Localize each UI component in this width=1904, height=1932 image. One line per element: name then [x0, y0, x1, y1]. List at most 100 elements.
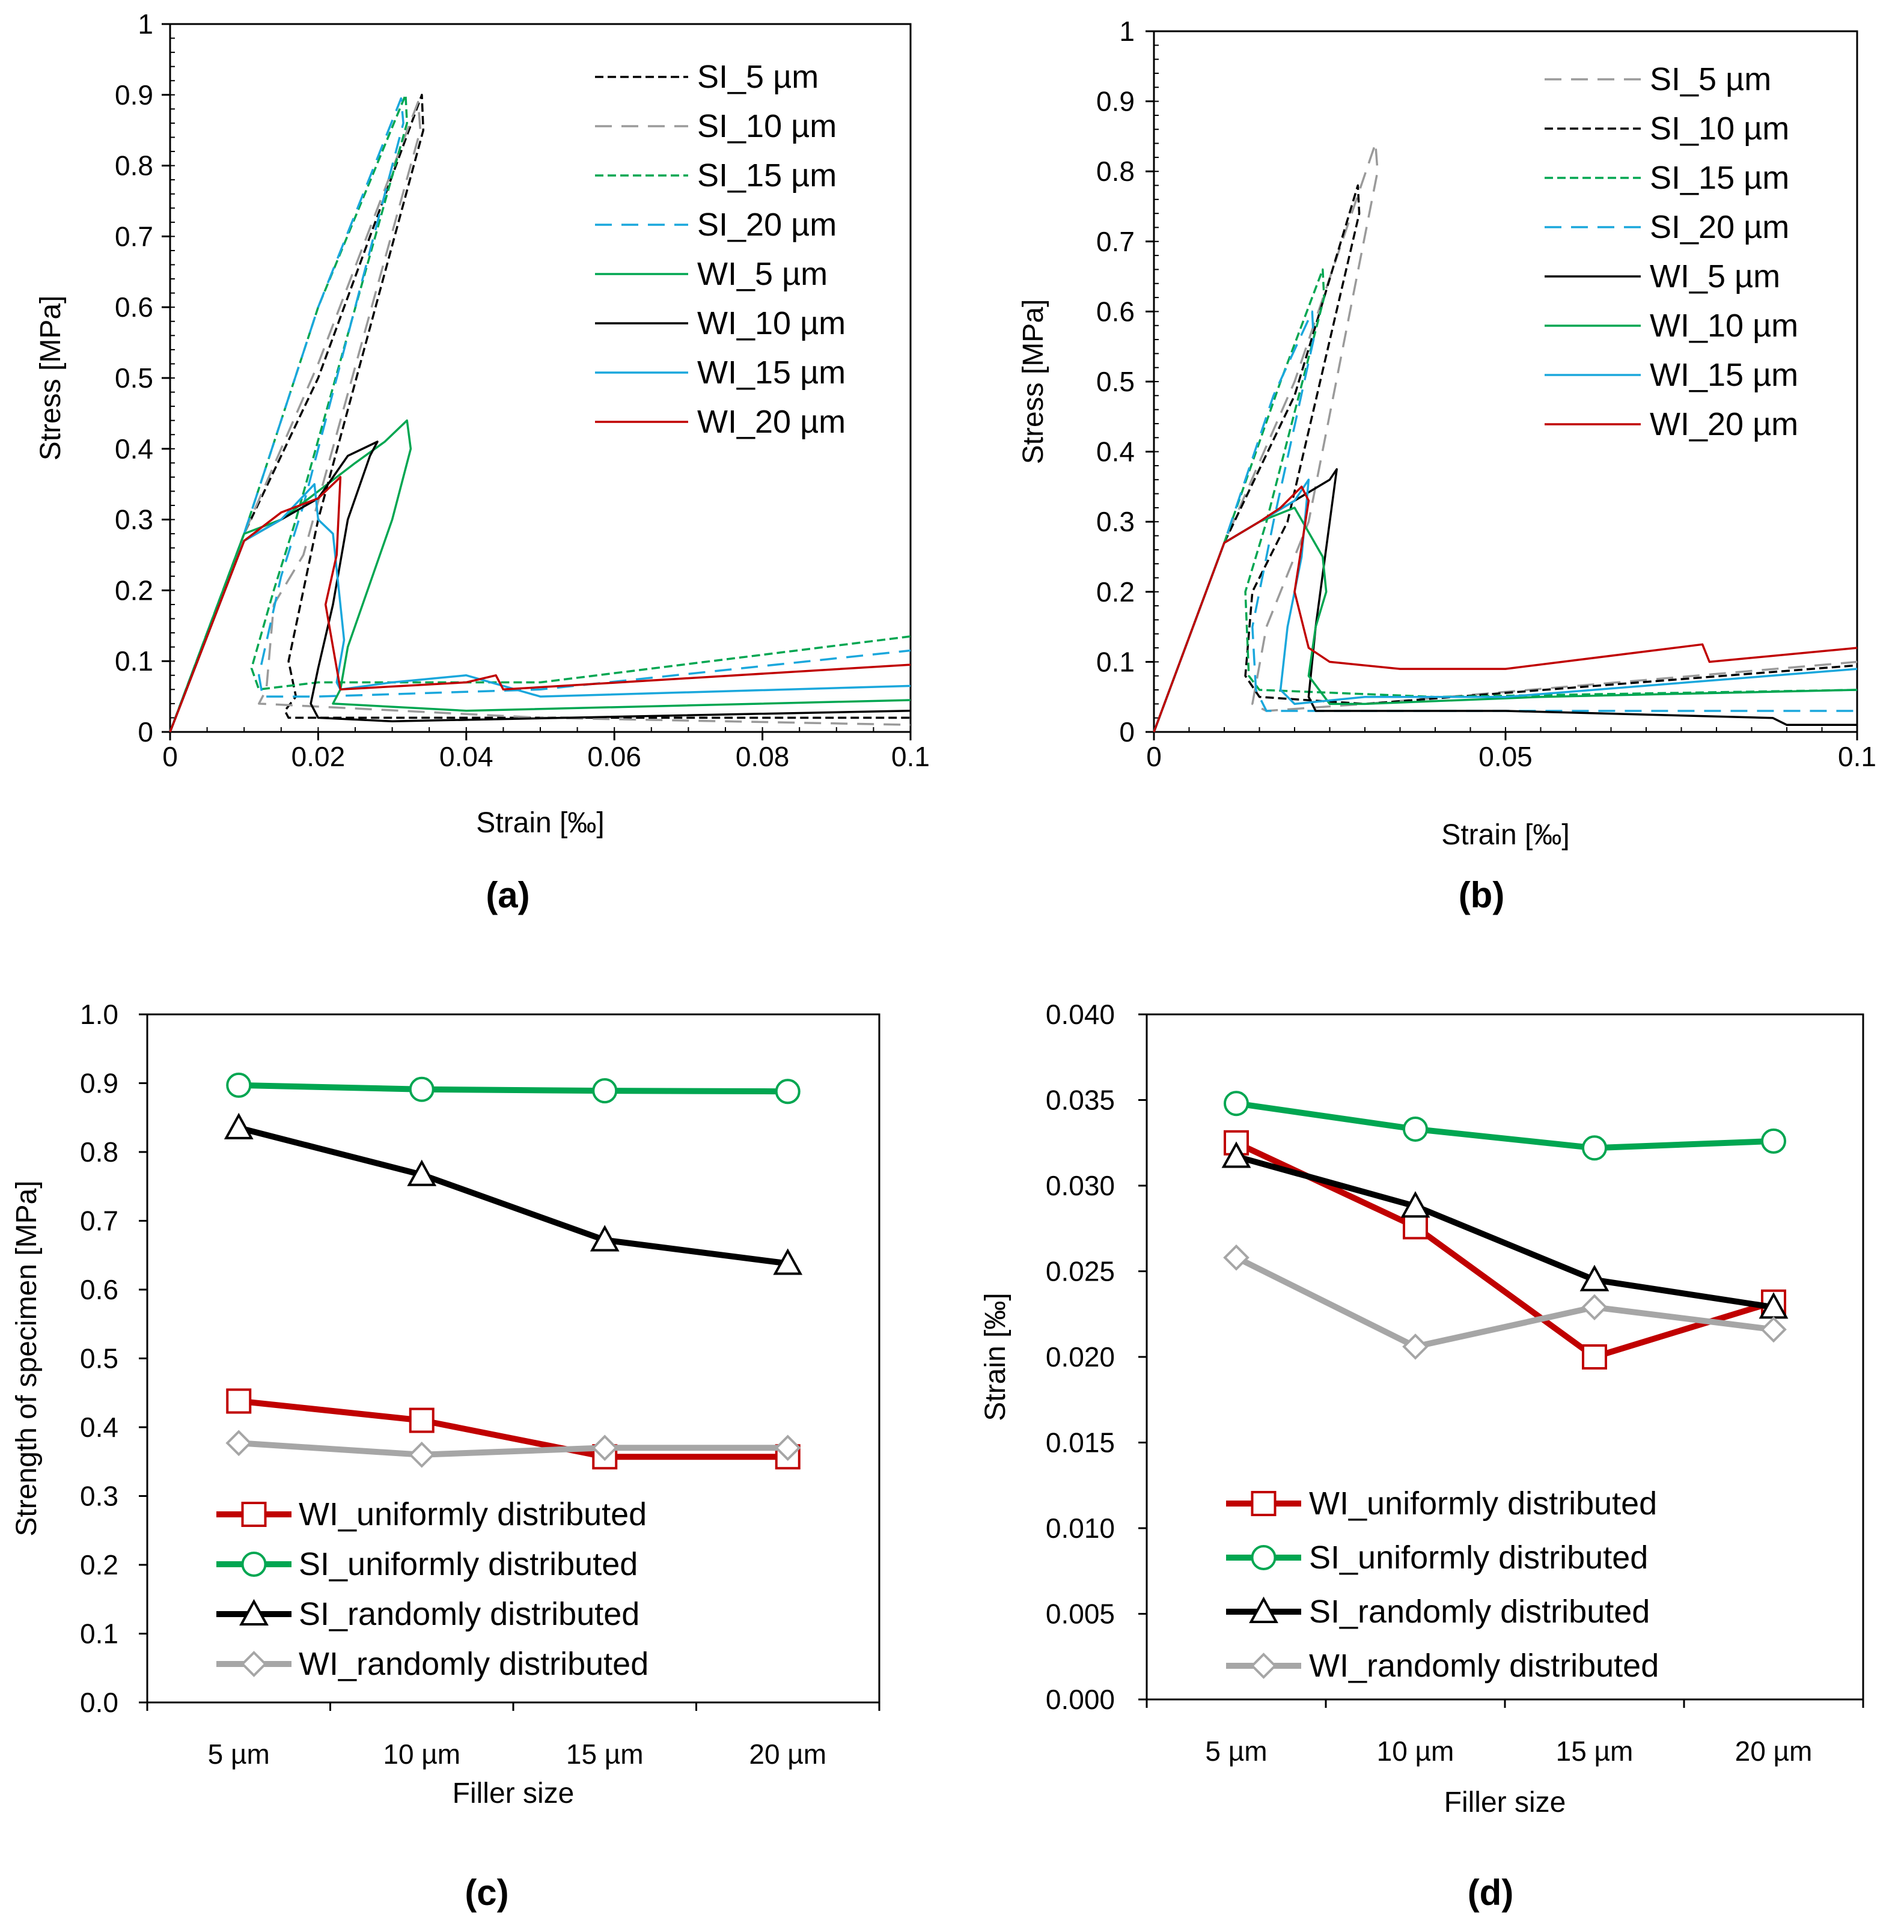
- series-line: [1153, 268, 1858, 733]
- chart-panel-1: 0 0.1 0.2 0.3 0.4 0.5 0.6 0.7 0.8 0.9 1 0 0.02 0.04 0.…: [35, 8, 930, 915]
- legend-label: SI_uniformly distributed: [299, 1546, 638, 1582]
- legend-label: SI_15 µm: [1650, 160, 1789, 196]
- legend-label: SI_uniformly distributed: [1309, 1540, 1648, 1576]
- legend-label: SI_5 µm: [697, 59, 819, 95]
- y-tick-label: 0.6: [1096, 296, 1135, 327]
- y-axis-label: Strain [‰]: [980, 1293, 1012, 1421]
- y-tick-label: 0.9: [1096, 86, 1135, 117]
- y-tick-label: 0.9: [80, 1068, 118, 1099]
- data-point-marker: [409, 1407, 435, 1433]
- x-category-label: 15 µm: [1556, 1735, 1634, 1767]
- y-tick-label: 0.000: [1046, 1684, 1115, 1715]
- series-line: [1235, 1153, 1774, 1311]
- data-point-marker: [1582, 1344, 1607, 1370]
- y-tick-label: 0.8: [115, 150, 153, 181]
- y-tick-label: 0.3: [80, 1481, 118, 1512]
- x-category-label: 20 µm: [1735, 1735, 1813, 1767]
- legend-label: SI_20 µm: [1650, 209, 1789, 245]
- data-point-marker: [409, 1076, 435, 1102]
- data-point-marker: [1761, 1128, 1786, 1154]
- y-tick-label: 0.4: [1096, 436, 1135, 468]
- x-axis-label: Strain [‰]: [1441, 819, 1569, 851]
- x-tick-label: 0: [1146, 741, 1162, 772]
- data-point-marker: [226, 1072, 252, 1098]
- series-line: [1153, 486, 1858, 733]
- series-line: [169, 476, 911, 733]
- y-tick-label: 0.6: [80, 1274, 118, 1305]
- chart-panel-2: 0 0.1 0.2 0.3 0.4 0.5 0.6 0.7 0.8 0.9 1 0 0.05 0.1 Str…: [1018, 16, 1876, 915]
- legend-label: WI_15 µm: [1650, 357, 1798, 393]
- y-tick-label: 0.8: [1096, 156, 1135, 187]
- data-point-marker: [224, 1112, 254, 1139]
- x-tick-label: 0: [162, 741, 178, 772]
- legend-label: WI_20 µm: [697, 404, 846, 440]
- y-tick-label: 0.025: [1046, 1256, 1115, 1287]
- series-line: [1153, 184, 1858, 733]
- x-tick-label: 0.08: [736, 741, 790, 772]
- legend-label: SI_5 µm: [1650, 61, 1771, 97]
- legend-marker: [239, 1598, 269, 1626]
- legend-label: WI_uniformly distributed: [299, 1496, 647, 1532]
- y-tick-label: 0.035: [1046, 1085, 1115, 1116]
- data-point-marker: [1224, 1130, 1249, 1156]
- x-category-label: 20 µm: [749, 1738, 826, 1770]
- series-line: [169, 440, 911, 733]
- y-tick-label: 0.005: [1046, 1598, 1115, 1630]
- y-tick-label: 0.6: [115, 291, 153, 323]
- x-tick-label: 0.04: [439, 741, 493, 772]
- data-point-marker: [1582, 1135, 1607, 1161]
- y-tick-label: 0.3: [115, 504, 153, 535]
- data-point-marker: [1579, 1264, 1610, 1291]
- series-line: [1234, 1140, 1775, 1360]
- y-tick-label: 0.9: [115, 79, 153, 111]
- y-tick-label: 0.2: [115, 574, 153, 606]
- x-tick-label: 0.05: [1478, 741, 1533, 772]
- y-tick-label: 0.1: [1096, 646, 1135, 677]
- data-point-marker: [773, 1248, 803, 1275]
- series-line: [239, 1082, 788, 1095]
- y-tick-label: 0.030: [1046, 1170, 1115, 1201]
- data-point-marker: [226, 1388, 252, 1414]
- data-point-marker: [591, 1434, 618, 1461]
- legend-label: SI_20 µm: [697, 207, 837, 243]
- y-axis-label: Strength of specimen [MPa]: [11, 1180, 43, 1536]
- legend-label: WI_10 µm: [1650, 308, 1798, 344]
- x-tick-label: 0.1: [1838, 741, 1876, 772]
- x-category-label: 15 µm: [566, 1738, 644, 1770]
- series-line: [238, 1125, 789, 1267]
- legend-label: WI_uniformly distributed: [1309, 1486, 1657, 1522]
- y-axis-label: Stress [MPa]: [1018, 299, 1049, 465]
- data-point-marker: [1760, 1316, 1787, 1343]
- x-axis-label: Strain [‰]: [476, 807, 604, 839]
- legend-label: WI_15 µm: [697, 355, 846, 391]
- y-tick-label: 0.1: [115, 645, 153, 677]
- series-line: [1153, 507, 1858, 733]
- panel-label: (b): [1459, 875, 1505, 915]
- y-tick-label: 0.040: [1046, 999, 1115, 1030]
- data-point-marker: [1581, 1294, 1608, 1321]
- legend-label: SI_randomly distributed: [299, 1596, 639, 1632]
- y-tick-label: 0.5: [80, 1343, 118, 1374]
- legend-marker: [1251, 1545, 1277, 1570]
- y-tick-label: 0.2: [80, 1549, 118, 1580]
- y-tick-label: 0.1: [80, 1618, 118, 1650]
- data-point-marker: [408, 1441, 435, 1468]
- y-tick-label: 0.7: [80, 1205, 118, 1237]
- y-tick-label: 0.4: [115, 433, 153, 465]
- series-line: [238, 1440, 788, 1458]
- data-point-marker: [1402, 1333, 1429, 1360]
- data-point-marker: [774, 1434, 801, 1461]
- legend-label: WI_randomly distributed: [299, 1646, 648, 1682]
- y-axis-label: Stress [MPa]: [35, 296, 67, 461]
- data-point-marker: [592, 1078, 618, 1104]
- legend-marker: [241, 1502, 267, 1527]
- legend-marker: [1249, 1596, 1278, 1623]
- series-line: [169, 100, 911, 733]
- y-tick-label: 0.5: [115, 362, 153, 394]
- x-tick-label: 0.1: [891, 741, 930, 772]
- legend-label: WI_randomly distributed: [1309, 1648, 1659, 1684]
- legend-label: WI_10 µm: [697, 305, 846, 341]
- legend-label: SI_15 µm: [697, 157, 837, 194]
- y-tick-label: 0: [1119, 716, 1135, 748]
